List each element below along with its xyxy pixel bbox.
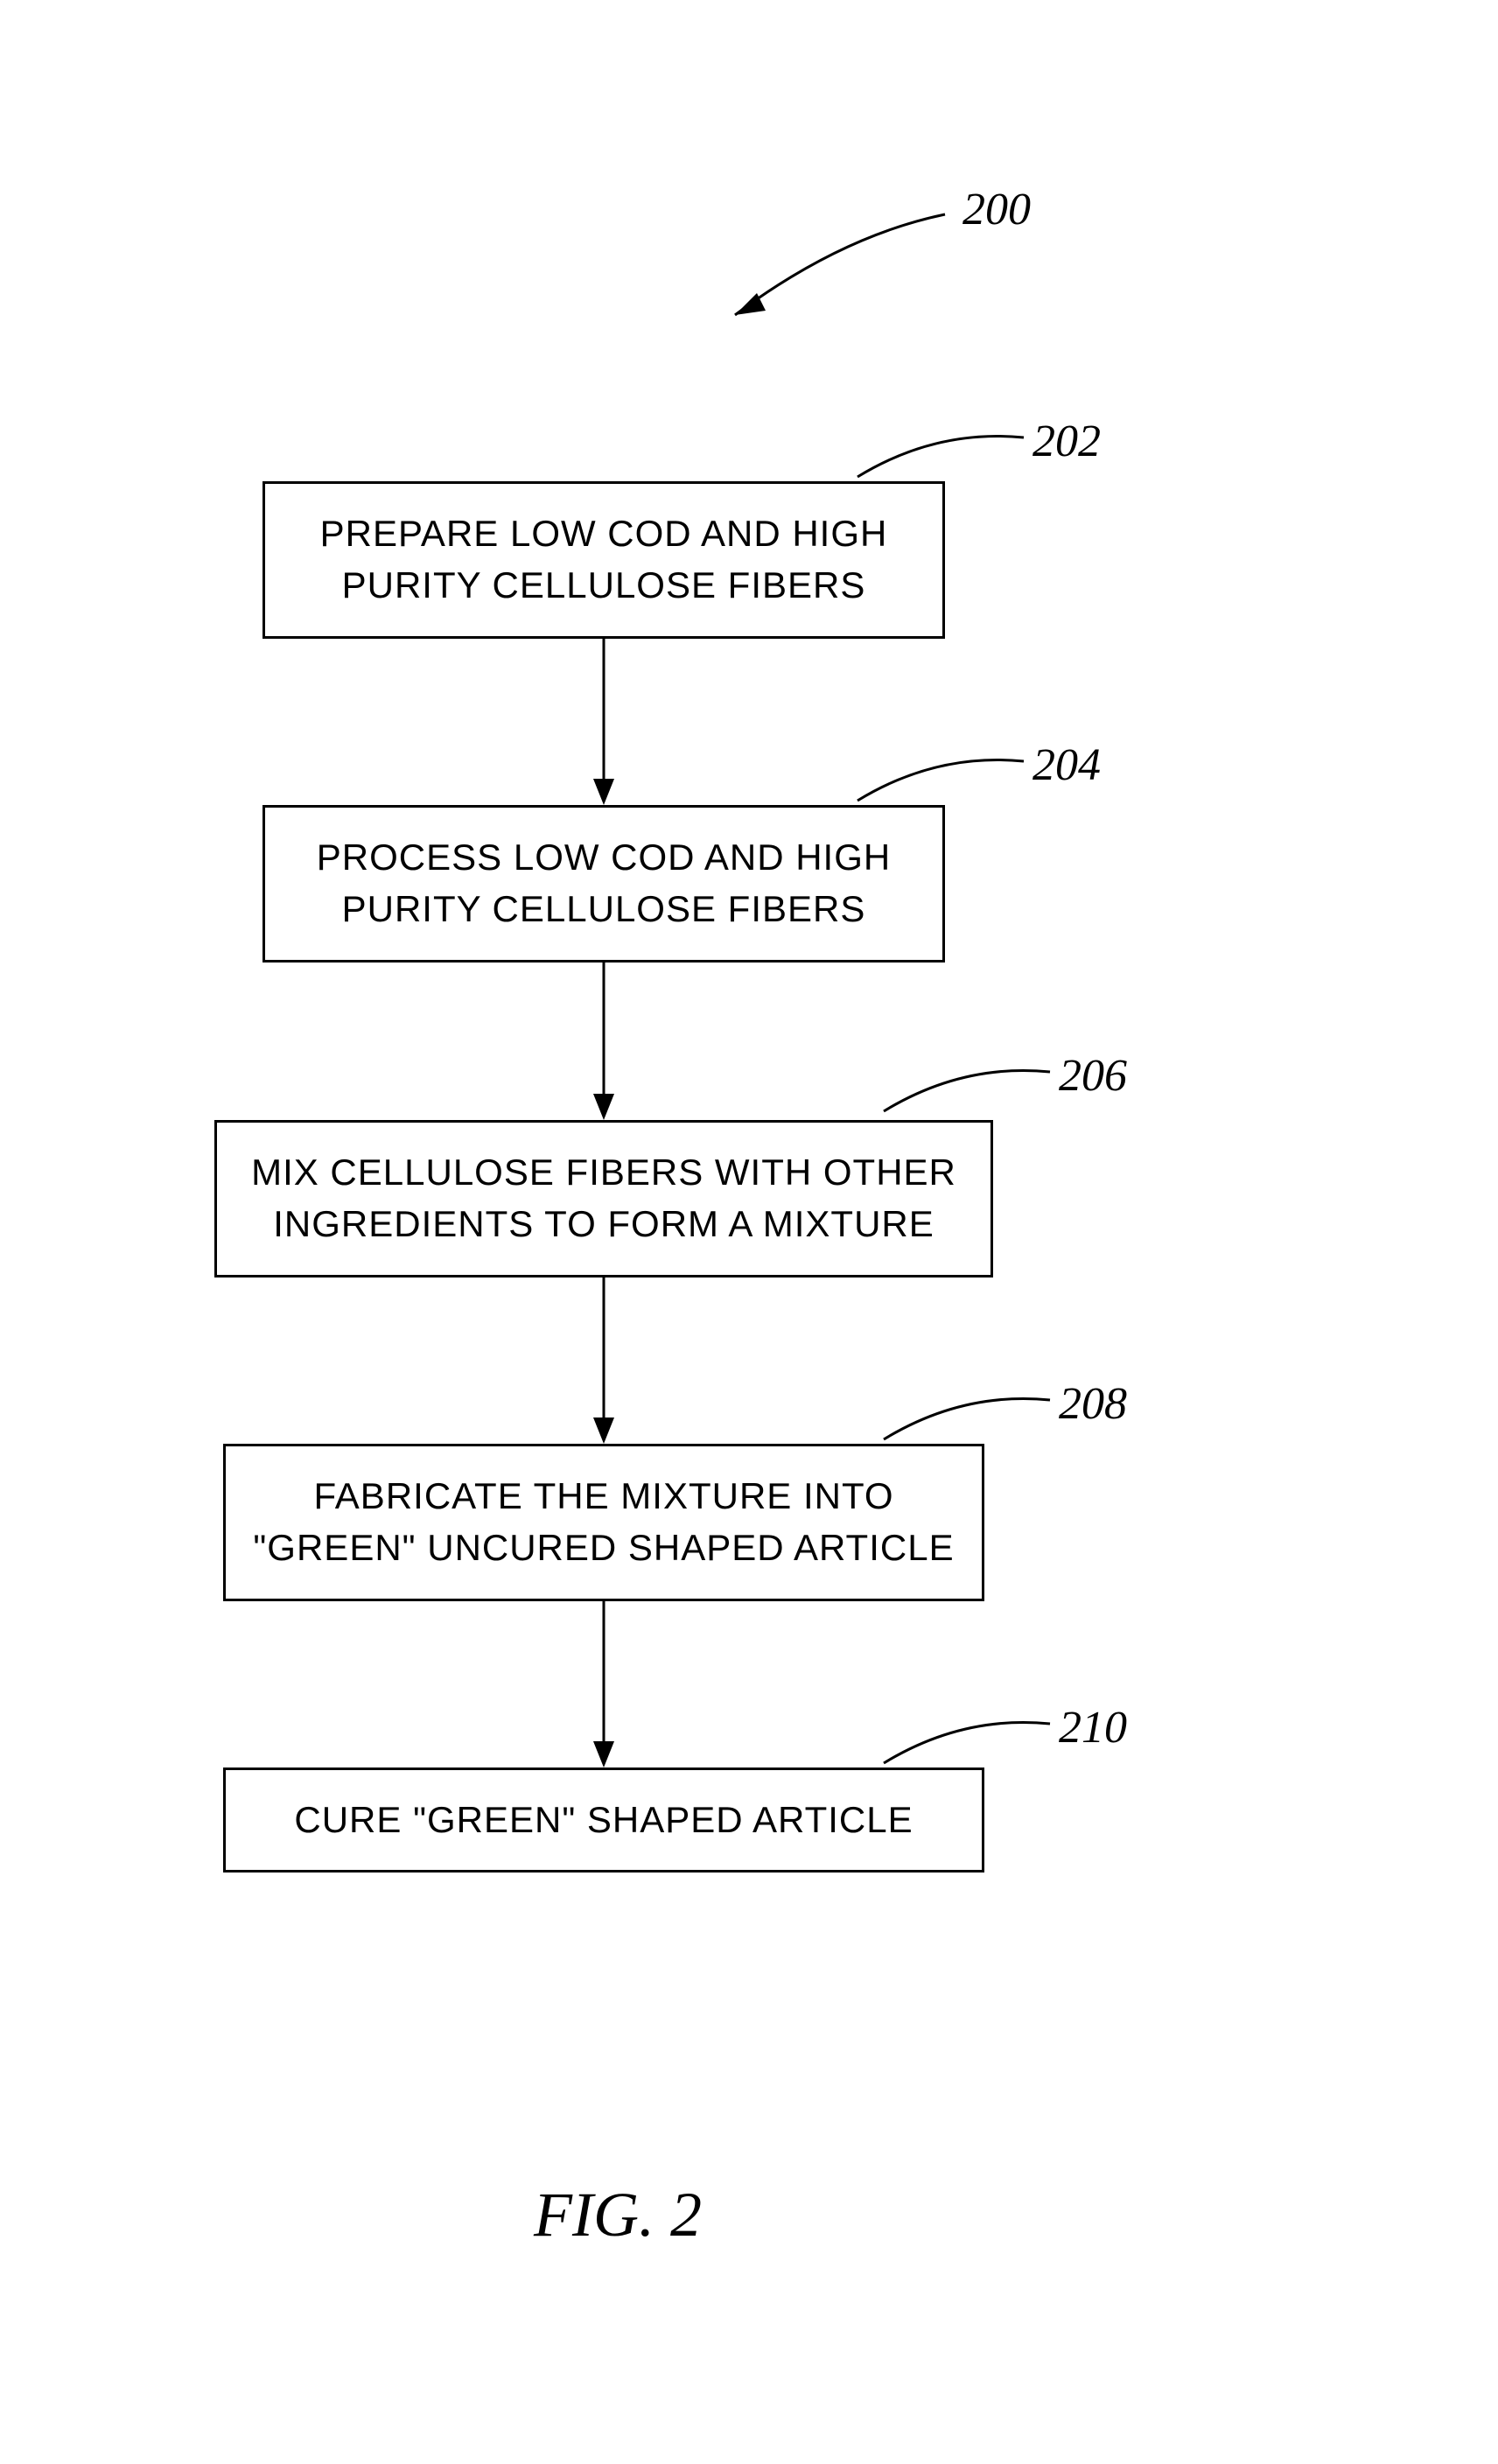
flow-box-1-text: PREPARE LOW COD AND HIGH PURITY CELLULOS… [283,508,925,612]
flow-box-5-text: CURE "GREEN" SHAPED ARTICLE [294,1795,913,1846]
figure-label: FIG. 2 [534,2179,702,2251]
box-label-5: 210 [1059,1702,1127,1754]
connector-1 [586,639,621,814]
pointer-label: 200 [962,184,1031,235]
flow-box-5: CURE "GREEN" SHAPED ARTICLE [223,1768,984,1872]
box-label-2: 204 [1032,739,1101,791]
connector-4 [586,1601,621,1776]
connector-3 [586,1278,621,1452]
connector-2 [586,962,621,1129]
flow-box-3: MIX CELLULOSE FIBERS WITH OTHER INGREDIE… [214,1120,993,1278]
flow-box-4: FABRICATE THE MIXTURE INTO "GREEN" UNCUR… [223,1444,984,1601]
box-label-3: 206 [1059,1050,1127,1102]
flow-box-2: PROCESS LOW COD AND HIGH PURITY CELLULOS… [262,805,945,962]
box-label-1: 202 [1032,416,1101,467]
flow-box-4-text: FABRICATE THE MIXTURE INTO "GREEN" UNCUR… [243,1471,964,1574]
flow-box-2-text: PROCESS LOW COD AND HIGH PURITY CELLULOS… [283,832,925,935]
flow-box-1: PREPARE LOW COD AND HIGH PURITY CELLULOS… [262,481,945,639]
flow-box-3-text: MIX CELLULOSE FIBERS WITH OTHER INGREDIE… [234,1147,973,1250]
box-label-4: 208 [1059,1378,1127,1430]
